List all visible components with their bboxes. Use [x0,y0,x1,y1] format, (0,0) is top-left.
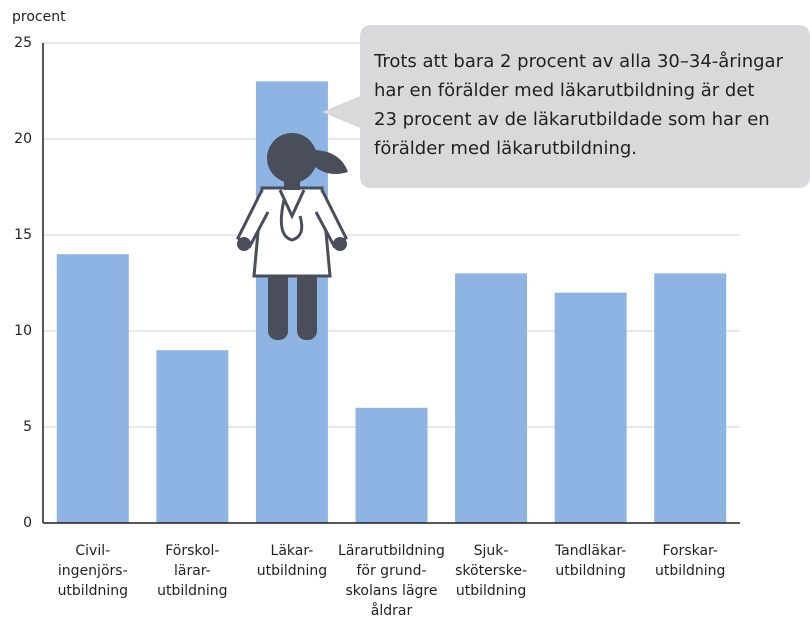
bars [56,81,727,524]
x-tick-label: för grund- [356,563,426,579]
x-tick-label: Forskar- [662,543,718,559]
x-tick-label: lärar- [174,563,211,579]
x-tick-label: Lärarutbildning [338,543,445,559]
bar [156,350,229,523]
x-tick-label: utbildning [555,563,625,579]
x-tick-label: utbildning [456,583,526,599]
bar [56,254,129,523]
y-tick-label: 25 [14,35,32,51]
x-tick-label: sköterske- [455,563,527,579]
y-tick-label: 15 [14,227,32,243]
x-tick-label: skolans lägre [346,583,438,599]
x-tick-label: Förskol- [165,543,219,559]
y-tick-label: 10 [14,323,32,339]
x-tick-label: ingenjörs- [58,563,128,579]
doctor-icon [236,133,348,340]
x-tick-label: Civil- [75,543,110,559]
annotation-line: 23 procent av de läkarutbildade som har … [374,109,770,130]
labels: 0 5 10 15 20 25 Civil-ingenjörs-utbildning Förs… [14,35,725,619]
bar [355,407,428,523]
annotation-line: har en förälder med läkarutbildning är d… [374,80,755,101]
x-tick-label: Tandläkar- [554,543,626,559]
y-axis-label: procent [12,9,66,25]
bar [654,273,727,523]
callout: Trots att bara 2 procent av alla 30–34-å… [322,25,810,188]
x-tick-label: utbildning [157,583,227,599]
bar [455,273,528,523]
x-tick-label: åldrar [371,602,413,619]
y-tick-label: 5 [23,419,32,435]
x-tick-label: utbildning [58,583,128,599]
y-tick-label: 20 [14,131,32,147]
annotation-line: Trots att bara 2 procent av alla 30–34-å… [373,51,784,72]
annotation-line: förälder med läkarutbildning. [374,138,637,159]
bar [554,292,627,523]
y-tick-label: 0 [23,515,32,531]
x-tick-label: Läkar- [271,543,314,559]
x-tick-label: Sjuk- [474,543,509,559]
x-tick-label: utbildning [655,563,725,579]
x-tick-label: utbildning [257,563,327,579]
